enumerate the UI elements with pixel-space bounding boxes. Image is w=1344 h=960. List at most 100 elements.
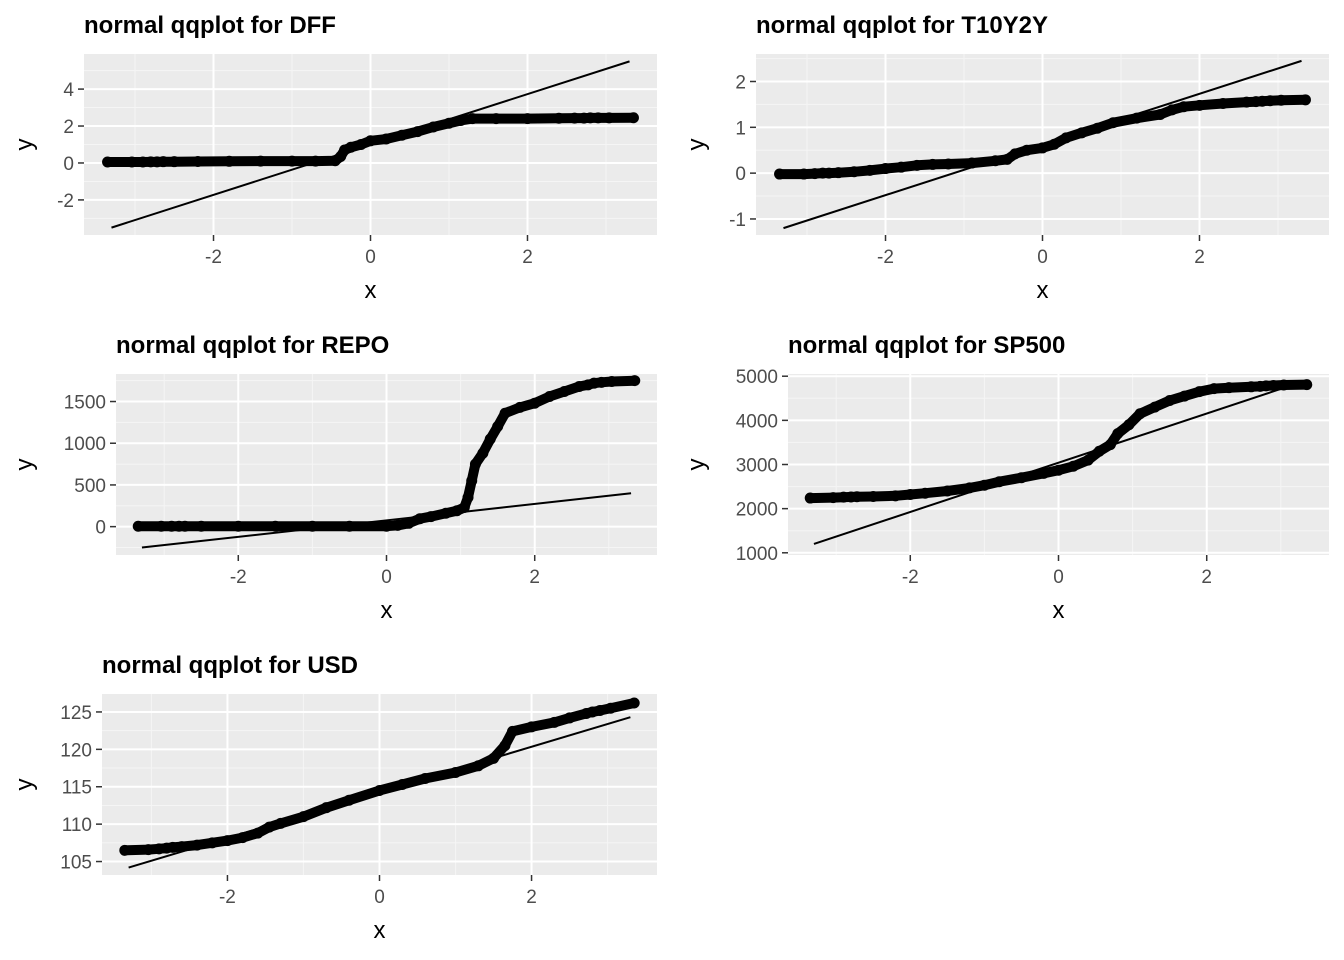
x-tick-label: -2 (205, 247, 222, 268)
x-axis-label: x (365, 277, 377, 304)
x-tick-label: -2 (877, 247, 894, 268)
y-tick-label: -2 (57, 191, 74, 212)
data-point (1164, 394, 1176, 406)
data-point (1178, 390, 1190, 402)
data-point (832, 167, 844, 179)
data-point (880, 163, 892, 175)
y-tick-label: 1500 (64, 393, 106, 414)
data-point (477, 447, 489, 459)
data-point (1245, 381, 1257, 393)
data-point (1067, 460, 1079, 472)
data-point (195, 520, 207, 532)
data-point (396, 129, 408, 141)
y-tick-label: 5000 (736, 367, 778, 388)
y-tick-label: 0 (735, 164, 746, 185)
data-point (823, 167, 835, 179)
data-point (255, 155, 267, 167)
data-point (993, 476, 1005, 488)
data-point (964, 482, 976, 494)
x-tick-label: 0 (365, 247, 376, 268)
data-point (450, 767, 462, 779)
data-point (558, 386, 570, 398)
y-tick-label: 2000 (736, 500, 778, 521)
data-point (1149, 401, 1161, 413)
data-point (941, 485, 953, 497)
data-point (942, 158, 954, 170)
data-point (469, 458, 481, 470)
data-point (1082, 454, 1094, 466)
data-point (102, 156, 114, 168)
y-tick-label: 2 (735, 72, 746, 93)
y-tick-label: 4000 (736, 411, 778, 432)
data-point (167, 841, 179, 853)
data-point (1038, 467, 1050, 479)
data-point (490, 113, 502, 125)
y-axis-label: y (683, 459, 710, 471)
x-tick-label: 2 (529, 567, 540, 588)
data-point (627, 112, 639, 124)
data-point (310, 155, 322, 167)
data-point (286, 155, 298, 167)
y-tick-label: 4 (63, 80, 74, 101)
data-point (584, 112, 596, 124)
x-tick-label: 2 (522, 247, 533, 268)
data-point (1193, 99, 1205, 111)
y-axis-label: y (683, 139, 710, 151)
data-point (1256, 95, 1268, 107)
data-point (119, 844, 131, 856)
data-point (774, 168, 786, 180)
panel-title: normal qqplot for DFF (84, 12, 336, 39)
data-point (1021, 144, 1033, 156)
x-axis-label: x (381, 597, 393, 624)
data-point (1037, 142, 1048, 154)
data-point (809, 168, 821, 180)
data-point (1123, 419, 1135, 431)
data-point (553, 112, 565, 124)
data-point (507, 725, 519, 737)
data-point (798, 168, 810, 180)
reference-line (141, 492, 632, 549)
data-point (804, 492, 816, 504)
x-axis-label: x (374, 917, 386, 944)
data-point (1301, 379, 1313, 391)
data-point (206, 837, 218, 849)
data-point (499, 407, 511, 419)
y-tick-label: 115 (62, 778, 92, 799)
data-point (392, 519, 404, 531)
qqplot-panel-2: -2 0 2 -1 0 1 2 normal qqplot for T10Y2Y x y (683, 12, 1329, 304)
data-point (606, 376, 618, 388)
data-point (1299, 94, 1311, 106)
data-point (269, 520, 281, 532)
data-point (592, 112, 604, 124)
data-point (544, 391, 556, 403)
qqplot-panel-1: -2 0 2 -2 0 2 4 normal qqplot for DFF x y (11, 12, 657, 304)
data-point (320, 802, 332, 814)
data-point (132, 520, 144, 532)
panel-title: normal qqplot for REPO (116, 332, 389, 359)
data-point (179, 520, 191, 532)
data-point (851, 491, 863, 503)
y-axis-label: y (11, 139, 38, 151)
data-point (176, 841, 188, 853)
y-tick-label: 1000 (736, 544, 778, 565)
data-point (1104, 439, 1116, 451)
data-point (425, 511, 437, 523)
data-point (297, 811, 309, 823)
data-point (374, 784, 385, 796)
data-point (919, 487, 931, 499)
data-point (223, 155, 235, 167)
x-tick-label: 2 (526, 887, 537, 908)
x-tick-label: -2 (902, 567, 919, 588)
data-point (455, 114, 467, 126)
data-point (1267, 379, 1279, 391)
data-point (484, 433, 496, 445)
data-point (345, 141, 357, 153)
data-point (1107, 117, 1119, 129)
data-point (1223, 382, 1235, 394)
x-axis-label: x (1053, 597, 1065, 624)
data-point (989, 155, 1001, 167)
y-tick-label: 120 (60, 740, 92, 761)
data-point (466, 475, 478, 487)
data-point (263, 821, 275, 833)
